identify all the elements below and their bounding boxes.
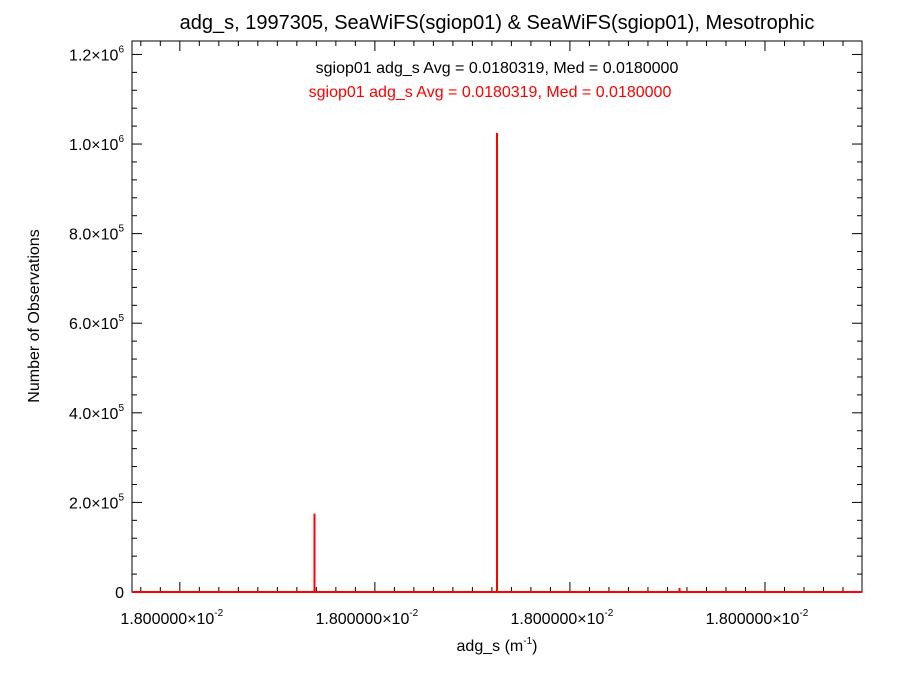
y-tick-label: 6.0×105	[69, 313, 124, 333]
y-axis-label: Number of Observations	[26, 229, 43, 402]
x-tick-label: 1.800000×10-2	[706, 608, 809, 628]
y-tick-label: 4.0×105	[69, 403, 124, 423]
x-axis-label: adg_s (m-1)	[457, 636, 538, 655]
legend-entry-black: sgiop01 adg_s Avg = 0.0180319, Med = 0.0…	[316, 60, 679, 77]
y-tick-label: 8.0×105	[69, 224, 124, 244]
x-tick-label: 1.800000×10-2	[120, 608, 223, 628]
x-axis-label-close: )	[532, 638, 537, 655]
chart-title: adg_s, 1997305, SeaWiFS(sgiop01) & SeaWi…	[180, 12, 815, 34]
y-tick-label: 2.0×105	[69, 492, 124, 512]
x-axis-ticks: 1.800000×10-2 1.800000×10-2 1.800000×10-2 1…	[120, 41, 844, 628]
x-axis-label-exponent: -1	[523, 636, 532, 647]
y-axis-ticks: 0 2.0×105 4.0×105 6.0×105 8.0×105 1.0×106 1.2×…	[69, 44, 862, 602]
histogram-series	[132, 132, 862, 593]
y-tick-label: 1.0×106	[69, 134, 124, 154]
y-tick-label: 0	[115, 585, 124, 602]
y-tick-label: 1.2×106	[69, 44, 124, 64]
x-tick-label: 1.800000×10-2	[315, 608, 418, 628]
x-tick-label: 1.800000×10-2	[511, 608, 614, 628]
legend-entry-red: sgiop01 adg_s Avg = 0.0180319, Med = 0.0…	[309, 84, 672, 101]
x-axis-label-base: adg_s (m	[457, 638, 524, 655]
